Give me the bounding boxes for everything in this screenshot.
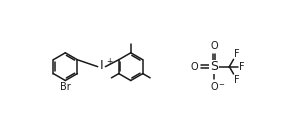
Text: F: F [239, 62, 244, 72]
Text: O: O [210, 82, 218, 92]
Text: F: F [234, 75, 240, 85]
Text: S: S [210, 60, 218, 73]
Text: O: O [190, 62, 198, 72]
Text: I: I [100, 59, 103, 72]
Text: Br: Br [60, 82, 71, 92]
Text: O: O [210, 41, 218, 51]
Text: F: F [234, 49, 240, 59]
Text: +: + [106, 57, 112, 66]
Text: −: − [218, 82, 224, 88]
